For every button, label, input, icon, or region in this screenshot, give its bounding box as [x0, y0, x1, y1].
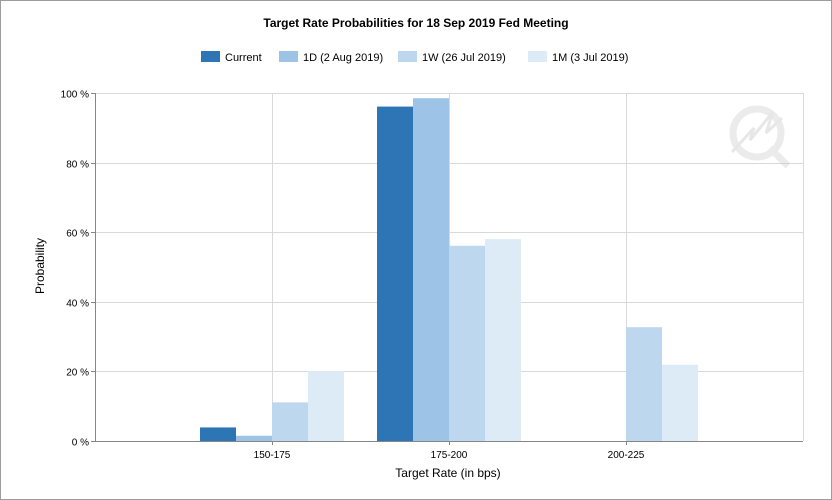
legend-label: 1D (2 Aug 2019): [303, 52, 383, 64]
bar-200-225-series-2: [626, 327, 662, 441]
y-tick-label: 60 %: [66, 229, 89, 240]
bar-150-175-series-1: [236, 435, 272, 441]
bar-175-200-series-1: [413, 98, 449, 441]
x-axis-ticks: 150-175 175-200 200-225: [254, 441, 645, 461]
bar-175-200-series-0: [377, 106, 413, 442]
x-axis-label: Target Rate (in bps): [395, 466, 500, 480]
legend-label: Current: [225, 52, 262, 64]
legend-label: 1W (26 Jul 2019): [422, 52, 506, 64]
chart-title: Target Rate Probabilities for 18 Sep 201…: [263, 16, 568, 30]
bar-150-175-series-0: [200, 427, 236, 441]
y-axis-ticks: 0 % 20 % 40 % 60 % 80 % 100 %: [61, 90, 95, 449]
bar-175-200-series-3: [485, 239, 521, 441]
quickstrike-watermark-icon: [729, 105, 791, 169]
y-tick-label: 20 %: [66, 368, 89, 379]
bar-175-200-series-2: [449, 245, 485, 441]
legend-swatch: [201, 51, 220, 62]
legend-swatch: [398, 51, 417, 62]
x-tick-label: 200-225: [608, 450, 645, 461]
bars-group: [200, 98, 698, 442]
legend-swatch: [528, 51, 547, 62]
x-tick-label: 175-200: [431, 450, 468, 461]
x-tick-label: 150-175: [254, 450, 291, 461]
legend-label: 1M (3 Jul 2019): [552, 52, 628, 64]
bar-200-225-series-3: [662, 364, 698, 441]
y-tick-label: 40 %: [66, 299, 89, 310]
legend: Current 1D (2 Aug 2019) 1W (26 Jul 2019) 1M…: [201, 51, 628, 64]
bar-150-175-series-2: [272, 402, 308, 441]
y-tick-label: 0 %: [72, 438, 89, 449]
y-tick-label: 80 %: [66, 160, 89, 171]
bar-150-175-series-3: [308, 371, 344, 441]
legend-swatch: [279, 51, 298, 62]
y-axis-label: Probability: [33, 238, 47, 294]
y-tick-label: 100 %: [61, 90, 89, 101]
